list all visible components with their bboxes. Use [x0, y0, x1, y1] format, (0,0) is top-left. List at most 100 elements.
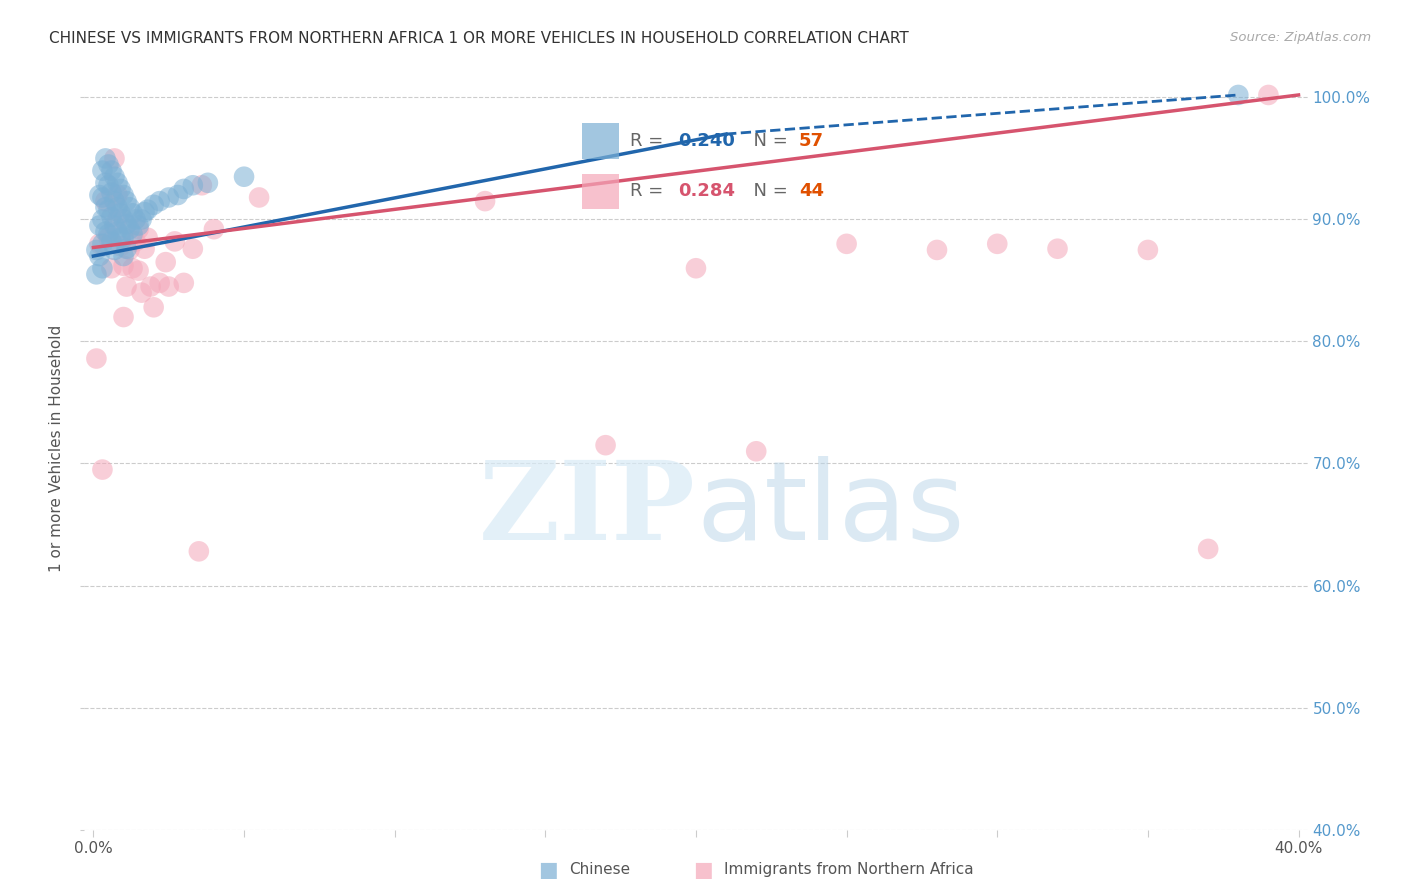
Point — [97, 227, 120, 241]
Point — [131, 212, 153, 227]
Point — [86, 243, 108, 257]
Point — [100, 261, 122, 276]
Point — [89, 249, 111, 263]
Point — [94, 225, 117, 239]
Point — [89, 236, 111, 251]
Point — [112, 310, 135, 324]
Point — [107, 225, 129, 239]
Point — [91, 236, 114, 251]
Point — [121, 206, 143, 220]
Point — [173, 276, 195, 290]
Point — [110, 206, 132, 220]
Point — [97, 231, 120, 245]
Point — [139, 279, 162, 293]
Point — [157, 190, 180, 204]
Point — [142, 198, 165, 212]
Point — [112, 231, 135, 245]
Point — [112, 212, 135, 227]
Point — [202, 222, 225, 236]
Point — [94, 200, 117, 214]
Point — [197, 176, 219, 190]
Point — [91, 261, 114, 276]
Point — [110, 182, 132, 196]
Text: atlas: atlas — [696, 456, 965, 563]
Point — [745, 444, 768, 458]
Point — [89, 188, 111, 202]
Point — [121, 227, 143, 241]
Point — [136, 231, 159, 245]
Point — [118, 222, 141, 236]
Point — [128, 263, 150, 277]
Point — [103, 169, 125, 184]
Point — [1046, 242, 1069, 256]
Point — [97, 202, 120, 217]
Point — [191, 178, 214, 193]
Point — [181, 178, 204, 193]
Point — [103, 194, 125, 208]
Point — [181, 242, 204, 256]
Y-axis label: 1 or more Vehicles in Household: 1 or more Vehicles in Household — [49, 325, 65, 572]
Point — [121, 261, 143, 276]
Text: CHINESE VS IMMIGRANTS FROM NORTHERN AFRICA 1 OR MORE VEHICLES IN HOUSEHOLD CORRE: CHINESE VS IMMIGRANTS FROM NORTHERN AFRI… — [49, 31, 908, 46]
Point — [89, 219, 111, 233]
Point — [155, 255, 177, 269]
Point — [142, 300, 165, 314]
Point — [166, 188, 188, 202]
Point — [115, 279, 138, 293]
Point — [124, 212, 146, 227]
Point — [595, 438, 617, 452]
Text: ■: ■ — [538, 860, 558, 880]
Point — [128, 222, 150, 236]
Text: Chinese: Chinese — [569, 863, 630, 877]
Point — [136, 202, 159, 217]
Point — [91, 462, 114, 476]
Point — [110, 239, 132, 253]
Point — [107, 200, 129, 214]
Point — [149, 276, 172, 290]
Point — [100, 186, 122, 200]
Point — [1136, 243, 1159, 257]
Point — [835, 236, 858, 251]
Point — [233, 169, 256, 184]
Point — [86, 351, 108, 366]
Point — [134, 242, 156, 256]
Point — [91, 163, 114, 178]
Point — [103, 152, 125, 166]
Point — [91, 190, 114, 204]
Text: Immigrants from Northern Africa: Immigrants from Northern Africa — [724, 863, 974, 877]
Point — [1227, 87, 1250, 102]
Point — [685, 261, 707, 276]
Point — [163, 235, 186, 249]
Point — [94, 152, 117, 166]
Point — [925, 243, 948, 257]
Point — [112, 188, 135, 202]
Point — [118, 200, 141, 214]
Point — [128, 219, 150, 233]
Point — [118, 243, 141, 257]
Point — [110, 231, 132, 245]
Point — [124, 235, 146, 249]
Point — [157, 279, 180, 293]
Point — [115, 217, 138, 231]
Point — [100, 163, 122, 178]
Point — [107, 176, 129, 190]
Point — [474, 194, 496, 208]
Text: ZIP: ZIP — [479, 456, 696, 563]
Point — [91, 212, 114, 227]
Point — [986, 236, 1008, 251]
Point — [115, 242, 138, 256]
Point — [112, 259, 135, 273]
Text: Source: ZipAtlas.com: Source: ZipAtlas.com — [1230, 31, 1371, 45]
Point — [134, 205, 156, 219]
Point — [100, 235, 122, 249]
Point — [187, 544, 209, 558]
Point — [149, 194, 172, 208]
Point — [112, 249, 135, 263]
Point — [86, 268, 108, 282]
Point — [1257, 87, 1279, 102]
Point — [97, 178, 120, 193]
Point — [115, 194, 138, 208]
Point — [97, 157, 120, 171]
Point — [1197, 541, 1219, 556]
Text: ■: ■ — [693, 860, 713, 880]
